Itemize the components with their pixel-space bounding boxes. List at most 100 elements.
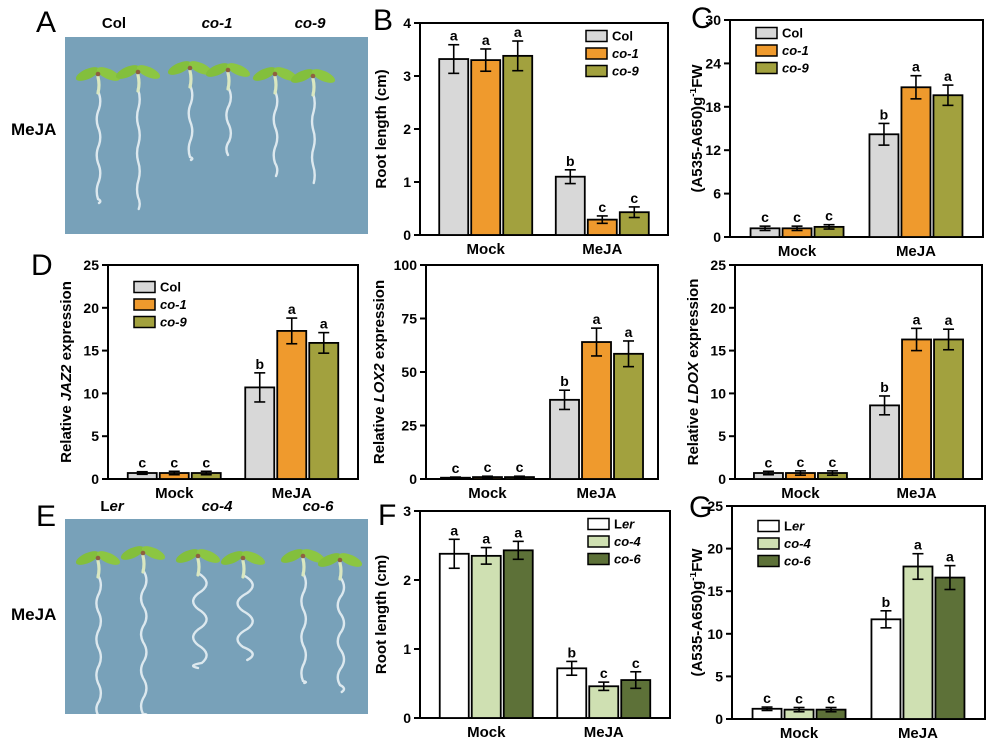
svg-text:20: 20 [710,300,726,316]
svg-text:0: 0 [713,229,721,245]
svg-text:b: b [566,153,575,169]
svg-text:a: a [320,316,328,332]
chart-ldox-expression: 0 5 10 15 20 25 c b c a c a Mock MeJA Relative LDOX ex… [682,252,988,502]
svg-text:co-4: co-4 [784,536,812,551]
svg-text:75: 75 [401,311,417,327]
svg-text:10: 10 [83,385,99,401]
svg-text:c: c [632,655,640,671]
svg-text:100: 100 [394,257,418,273]
seedlings-photo-ler [65,519,368,717]
svg-text:co-6: co-6 [614,552,642,567]
svg-text:c: c [793,209,801,225]
svg-text:0: 0 [403,227,411,243]
svg-text:(A535-A650)g-1FW: (A535-A650)g-1FW [690,548,706,677]
svg-text:c: c [598,199,606,215]
svg-text:c: c [765,454,773,470]
chart-anthocyanin-col: 0 6 12 18 24 30 c b c a c a Mock MeJA Col co-1 co-9 (A535… [688,5,988,267]
chart-svg-G: 0 5 10 15 20 25 c b c a c a Mock MeJA Ler co-4 co-6 (A535… [688,498,986,742]
svg-text:a: a [482,531,490,547]
svg-text:1: 1 [403,641,411,657]
svg-text:0: 0 [409,471,417,487]
svg-text:20: 20 [83,300,99,316]
svg-text:b: b [560,373,569,389]
chart-root-length-ler: 0 1 2 3 a b a c a c Mock MeJA Ler co-4 co-6 Root length… [370,498,672,743]
svg-text:MeJA: MeJA [584,724,624,741]
svg-text:co-1: co-1 [782,43,809,58]
svg-text:MeJA: MeJA [272,485,312,500]
svg-text:Col: Col [782,26,803,41]
svg-text:3: 3 [403,68,411,84]
genotype-label-ler: Ler [100,498,124,515]
svg-text:20: 20 [707,541,723,557]
svg-text:c: c [202,454,210,470]
svg-text:Col: Col [160,280,181,295]
svg-text:a: a [514,524,522,540]
svg-text:30: 30 [705,12,721,28]
panel-label-b: B [373,4,394,37]
svg-text:Mock: Mock [778,243,817,260]
genotype-label-co6: co-6 [302,498,334,515]
svg-text:a: a [482,32,490,48]
svg-text:a: a [514,24,522,40]
svg-text:MeJA: MeJA [897,485,937,500]
svg-text:(A535-A650)g-1FW: (A535-A650)g-1FW [690,64,706,193]
svg-text:50: 50 [401,364,417,380]
svg-text:MeJA: MeJA [582,241,622,258]
svg-text:c: c [825,208,833,224]
svg-text:Root length (cm): Root length (cm) [373,69,390,188]
svg-text:c: c [763,690,771,706]
svg-text:Root length (cm): Root length (cm) [373,555,390,674]
svg-text:Mock: Mock [468,485,507,500]
svg-text:0: 0 [403,710,411,726]
panel-label-c: C [691,2,713,35]
svg-text:c: c [630,190,638,206]
svg-text:Mock: Mock [467,724,506,741]
svg-text:MeJA: MeJA [898,725,938,742]
svg-text:25: 25 [707,498,723,514]
svg-text:c: c [795,690,803,706]
svg-text:a: a [625,324,633,340]
svg-text:a: a [288,301,296,317]
svg-text:25: 25 [710,257,726,273]
panel-label-g: G [689,491,713,524]
svg-text:0: 0 [91,471,99,487]
svg-text:1: 1 [403,174,411,190]
chart-anthocyanin-ler: 0 5 10 15 20 25 c b c a c a Mock MeJA Ler co-4 co-6 (A535… [688,498,988,743]
chart-jaz2-expression: 0 5 10 15 20 25 c b c a c a Mock MeJA Col co-1 co-9 Relat… [55,252,365,502]
svg-text:a: a [946,549,954,565]
svg-text:co-1: co-1 [612,46,639,61]
svg-text:2: 2 [403,121,411,137]
svg-text:a: a [944,68,952,84]
svg-text:18: 18 [705,99,721,115]
genotype-label-co4: co-4 [201,498,233,515]
svg-text:10: 10 [707,626,723,642]
svg-text:Mock: Mock [155,485,194,500]
svg-text:Relative LDOX expression: Relative LDOX expression [685,279,702,466]
panel-label-a: A [36,6,57,39]
svg-text:15: 15 [707,583,723,599]
svg-text:b: b [567,644,576,660]
treatment-label-meja-a: MeJA [11,120,57,139]
seedlings-photo-col [65,37,368,234]
svg-text:15: 15 [710,343,726,359]
chart-svg-F: 0 1 2 3 a b a c a c Mock MeJA Ler co-4 co-6 Root length… [373,503,671,741]
svg-text:a: a [912,59,920,75]
svg-text:5: 5 [715,668,723,684]
seedlings-photo-ler-image [75,546,363,717]
svg-text:10: 10 [710,385,726,401]
svg-text:5: 5 [718,428,726,444]
svg-text:co-9: co-9 [612,64,640,79]
svg-text:c: c [170,454,178,470]
svg-text:MeJA: MeJA [896,243,936,260]
svg-text:a: a [450,28,458,44]
panel-label-d: D [31,249,53,282]
svg-text:Col: Col [612,29,633,44]
svg-text:Relative JAZ2 expression: Relative JAZ2 expression [58,281,75,463]
chart-svg-D_JAZ2: 0 5 10 15 20 25 c b c a c a Mock MeJA Col co-1 co-9 Relat… [58,257,359,502]
svg-text:a: a [913,311,921,327]
svg-text:c: c [827,690,835,706]
svg-text:b: b [880,379,889,395]
genotype-label-col: Col [101,15,127,32]
svg-text:b: b [255,356,264,372]
